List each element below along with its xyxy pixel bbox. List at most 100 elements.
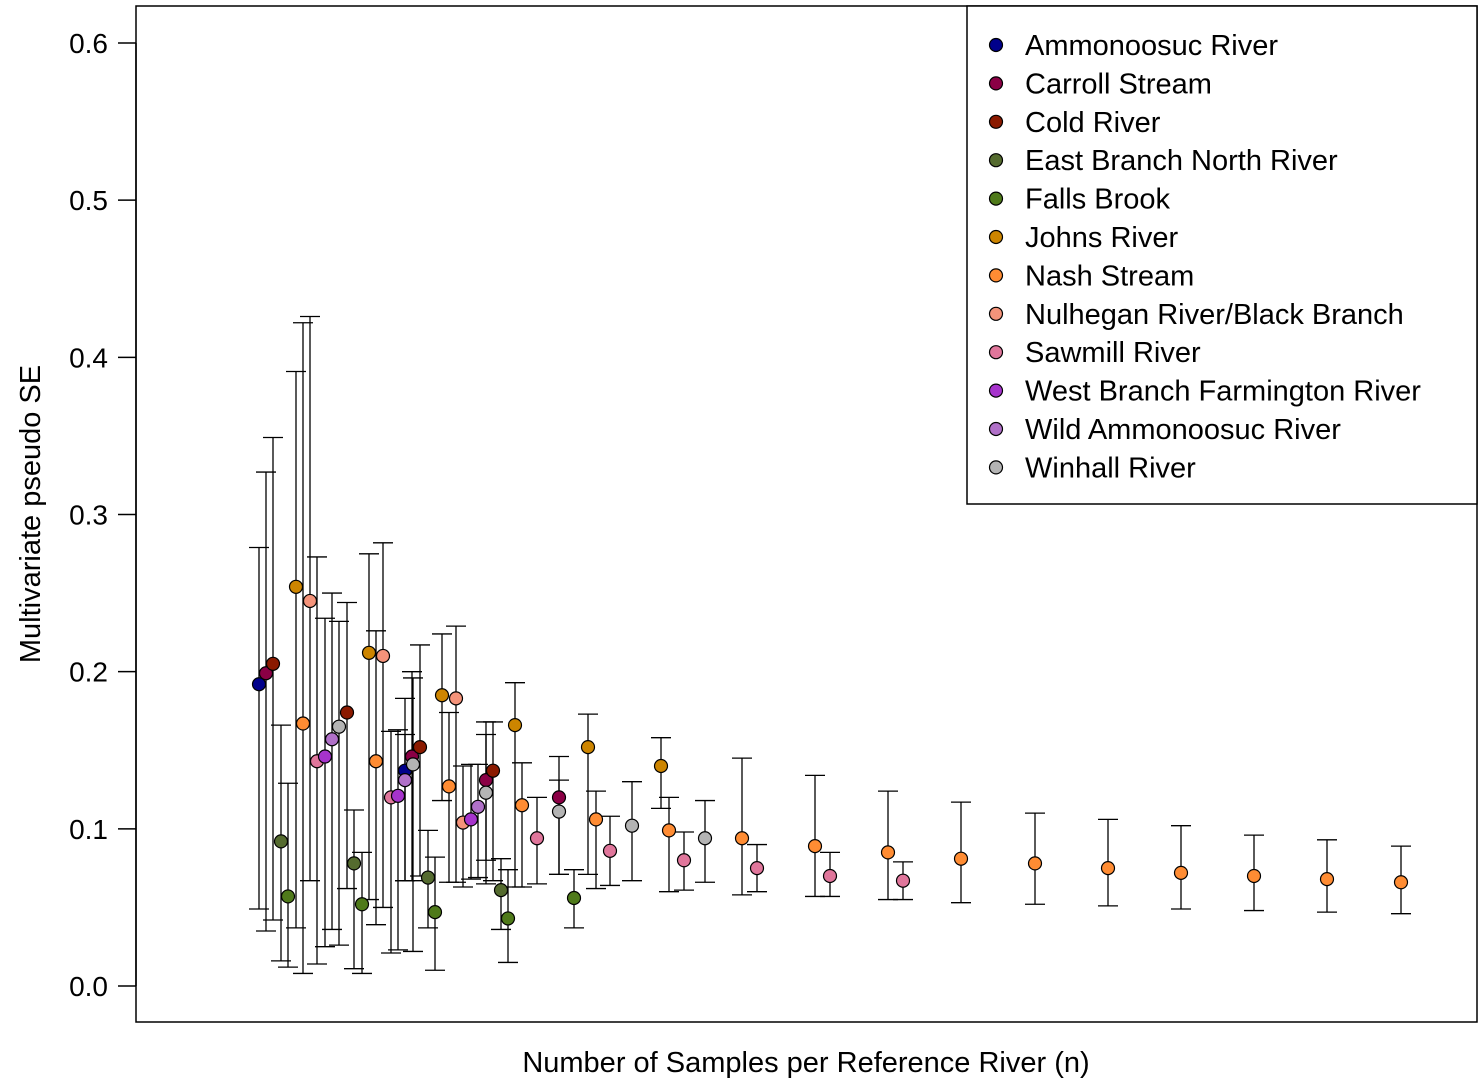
error-bar (278, 782, 298, 968)
legend-marker (988, 421, 1004, 437)
data-point (1319, 872, 1335, 887)
legend-label: Nulhegan River/Black Branch (1025, 299, 1404, 331)
data-point (346, 856, 362, 871)
data-point (580, 740, 596, 755)
data-point (405, 757, 421, 772)
data-point (661, 823, 677, 838)
data-point (551, 790, 567, 805)
data-point (470, 799, 486, 814)
legend-marker (988, 383, 1004, 398)
legend-marker (988, 229, 1004, 245)
y-tick-label: 0.6 (69, 28, 108, 59)
error-bar (373, 542, 393, 909)
data-point (265, 656, 281, 671)
legend-item: Sawmill River (988, 337, 1201, 369)
legend-label: Nash Stream (1025, 260, 1194, 292)
legend-item: Winhall River (988, 452, 1196, 484)
data-point (1173, 865, 1189, 880)
data-point (749, 861, 765, 876)
data-point (493, 883, 509, 898)
error-bar (732, 757, 752, 896)
y-axis: 0.0 0.1 0.2 0.3 0.4 0.5 0.6 (69, 28, 137, 1002)
legend-marker (988, 191, 1004, 206)
legend-marker (988, 460, 1004, 475)
legend-marker (988, 153, 1004, 168)
legend-label: Cold River (1025, 107, 1161, 139)
legend-item: Falls Brook (988, 184, 1171, 216)
data-point (1027, 856, 1043, 871)
data-point (397, 773, 413, 788)
y-tick-label: 0.3 (69, 500, 108, 531)
data-point (463, 812, 479, 827)
legend-item: Nash Stream (988, 260, 1194, 292)
data-point (412, 740, 428, 755)
data-point (822, 868, 838, 884)
legend-marker (988, 306, 1004, 321)
data-point (427, 905, 443, 920)
legend-label: Winhall River (1025, 452, 1196, 484)
legend-item: Cold River (988, 107, 1161, 139)
data-point (602, 843, 618, 858)
data-point (953, 851, 969, 866)
data-point (317, 749, 333, 764)
legend-marker (988, 76, 1004, 91)
error-bar (403, 677, 423, 953)
legend-marker (988, 37, 1004, 53)
y-axis-label: Multivariate pseudo SE (15, 365, 47, 663)
data-point (514, 798, 530, 813)
data-point (500, 911, 516, 926)
data-point (434, 688, 450, 703)
legend-item: East Branch North River (988, 145, 1338, 177)
legend-item: Nulhegan River/Black Branch (988, 299, 1404, 331)
legend-label: Ammonoosuc River (1025, 30, 1278, 62)
legend-marker (988, 268, 1004, 283)
data-point (420, 870, 436, 885)
data-point (390, 788, 406, 803)
data-point (734, 831, 750, 846)
data-point (653, 758, 669, 774)
data-point (566, 890, 582, 906)
legend-marker (988, 345, 1004, 360)
data-point (529, 831, 545, 846)
legend-label: West Branch Farmington River (1025, 376, 1421, 408)
data-point (1393, 875, 1409, 890)
data-point (588, 812, 604, 827)
legend-label: Wild Ammonoosuc River (1025, 414, 1341, 446)
legend-item: West Branch Farmington River (988, 376, 1421, 408)
error-bar (805, 774, 825, 898)
data-point (339, 705, 355, 720)
y-tick-label: 0.5 (69, 185, 108, 216)
error-bar (586, 790, 606, 890)
legend-label: Carroll Stream (1025, 68, 1212, 100)
data-point (368, 754, 384, 769)
error-bar (468, 763, 488, 879)
error-bar (659, 796, 679, 893)
data-point (273, 834, 289, 849)
y-tick-label: 0.4 (69, 342, 108, 373)
legend-label: Sawmill River (1025, 337, 1201, 369)
y-tick-label: 0.0 (69, 971, 108, 1002)
legend-label: Johns River (1025, 222, 1178, 254)
data-point (1246, 868, 1262, 884)
y-tick-label: 0.1 (69, 814, 108, 845)
legend-label: East Branch North River (1025, 145, 1338, 177)
data-point (331, 719, 347, 734)
data-point (507, 718, 523, 733)
legend-item: Wild Ammonoosuc River (988, 414, 1341, 446)
data-points (251, 579, 1409, 926)
legend-label: Falls Brook (1025, 184, 1171, 216)
legend-box (966, 5, 1478, 505)
error-bar (395, 697, 415, 882)
legend-item: Johns River (988, 222, 1178, 254)
data-point (485, 763, 501, 778)
data-point (1100, 861, 1116, 876)
y-tick-label: 0.2 (69, 657, 108, 688)
data-point (258, 666, 274, 681)
data-point (441, 779, 457, 794)
data-point (676, 853, 692, 868)
data-point (807, 839, 823, 854)
data-point (354, 897, 370, 912)
data-point (880, 845, 896, 860)
error-bars (249, 315, 1411, 975)
